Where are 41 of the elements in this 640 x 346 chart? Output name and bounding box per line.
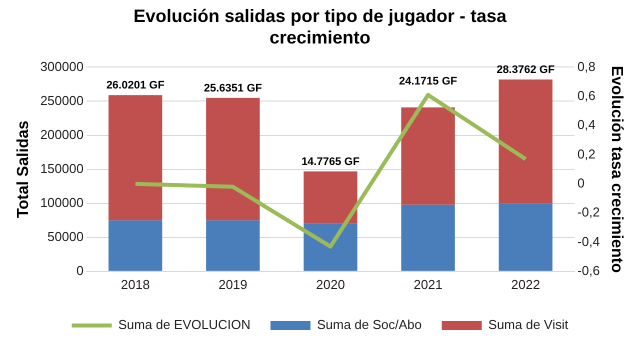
y2-tick-label: 0 [577, 175, 585, 190]
bar [401, 107, 455, 205]
x-tick-label: 2020 [316, 276, 345, 292]
y2-axis-title: Evolución tasa crecimiento [608, 66, 625, 274]
annotation: 26.0201 GF [106, 80, 165, 92]
legend-label: Suma de EVOLUCION [118, 317, 250, 332]
bar [401, 204, 455, 271]
y2-tick-label: 0,8 [577, 58, 596, 74]
bar [304, 223, 358, 271]
y2-tick-label: 0,2 [577, 146, 596, 162]
y2-tick-label: -0,4 [577, 234, 600, 249]
annotation: 25.6351 GF [204, 82, 262, 94]
bar [206, 98, 260, 220]
x-tick-label: 2018 [120, 276, 150, 292]
y-tick-label: 100000 [40, 194, 84, 210]
y-tick-label: 50000 [47, 228, 84, 244]
annotation: 14.7765 GF [301, 156, 360, 168]
bar [206, 220, 260, 271]
bar [498, 203, 552, 271]
y-tick-label: 200000 [40, 126, 84, 142]
y2-tick-label: 0,6 [577, 88, 596, 103]
x-tick-label: 2021 [414, 276, 443, 292]
x-tick-label: 2019 [218, 276, 248, 292]
annotation: 24.1715 GF [399, 75, 458, 88]
bar [108, 95, 162, 220]
y-tick-label: 300000 [40, 58, 84, 74]
y-tick-label: 150000 [40, 160, 84, 176]
bar [108, 220, 162, 271]
y2-tick-label: 0,4 [577, 117, 596, 132]
y-axis-title: Total Salidas [15, 120, 32, 218]
legend-label: Suma de Soc/Abo [316, 317, 422, 332]
y-tick-label: 250000 [40, 92, 84, 108]
legend-label: Suma de Visit [488, 317, 569, 332]
y-tick-label: 0 [76, 262, 84, 278]
chart-title: Evolución salidas por tipo de jugador - tasa crecimiento [133, 6, 508, 48]
bar [304, 171, 358, 224]
y2-tick-label: -0,2 [577, 204, 600, 220]
bar [498, 79, 552, 204]
y2-tick-label: -0,6 [577, 262, 600, 278]
annotation: 28.3762 GF [496, 64, 555, 76]
x-tick-label: 2022 [511, 276, 540, 292]
